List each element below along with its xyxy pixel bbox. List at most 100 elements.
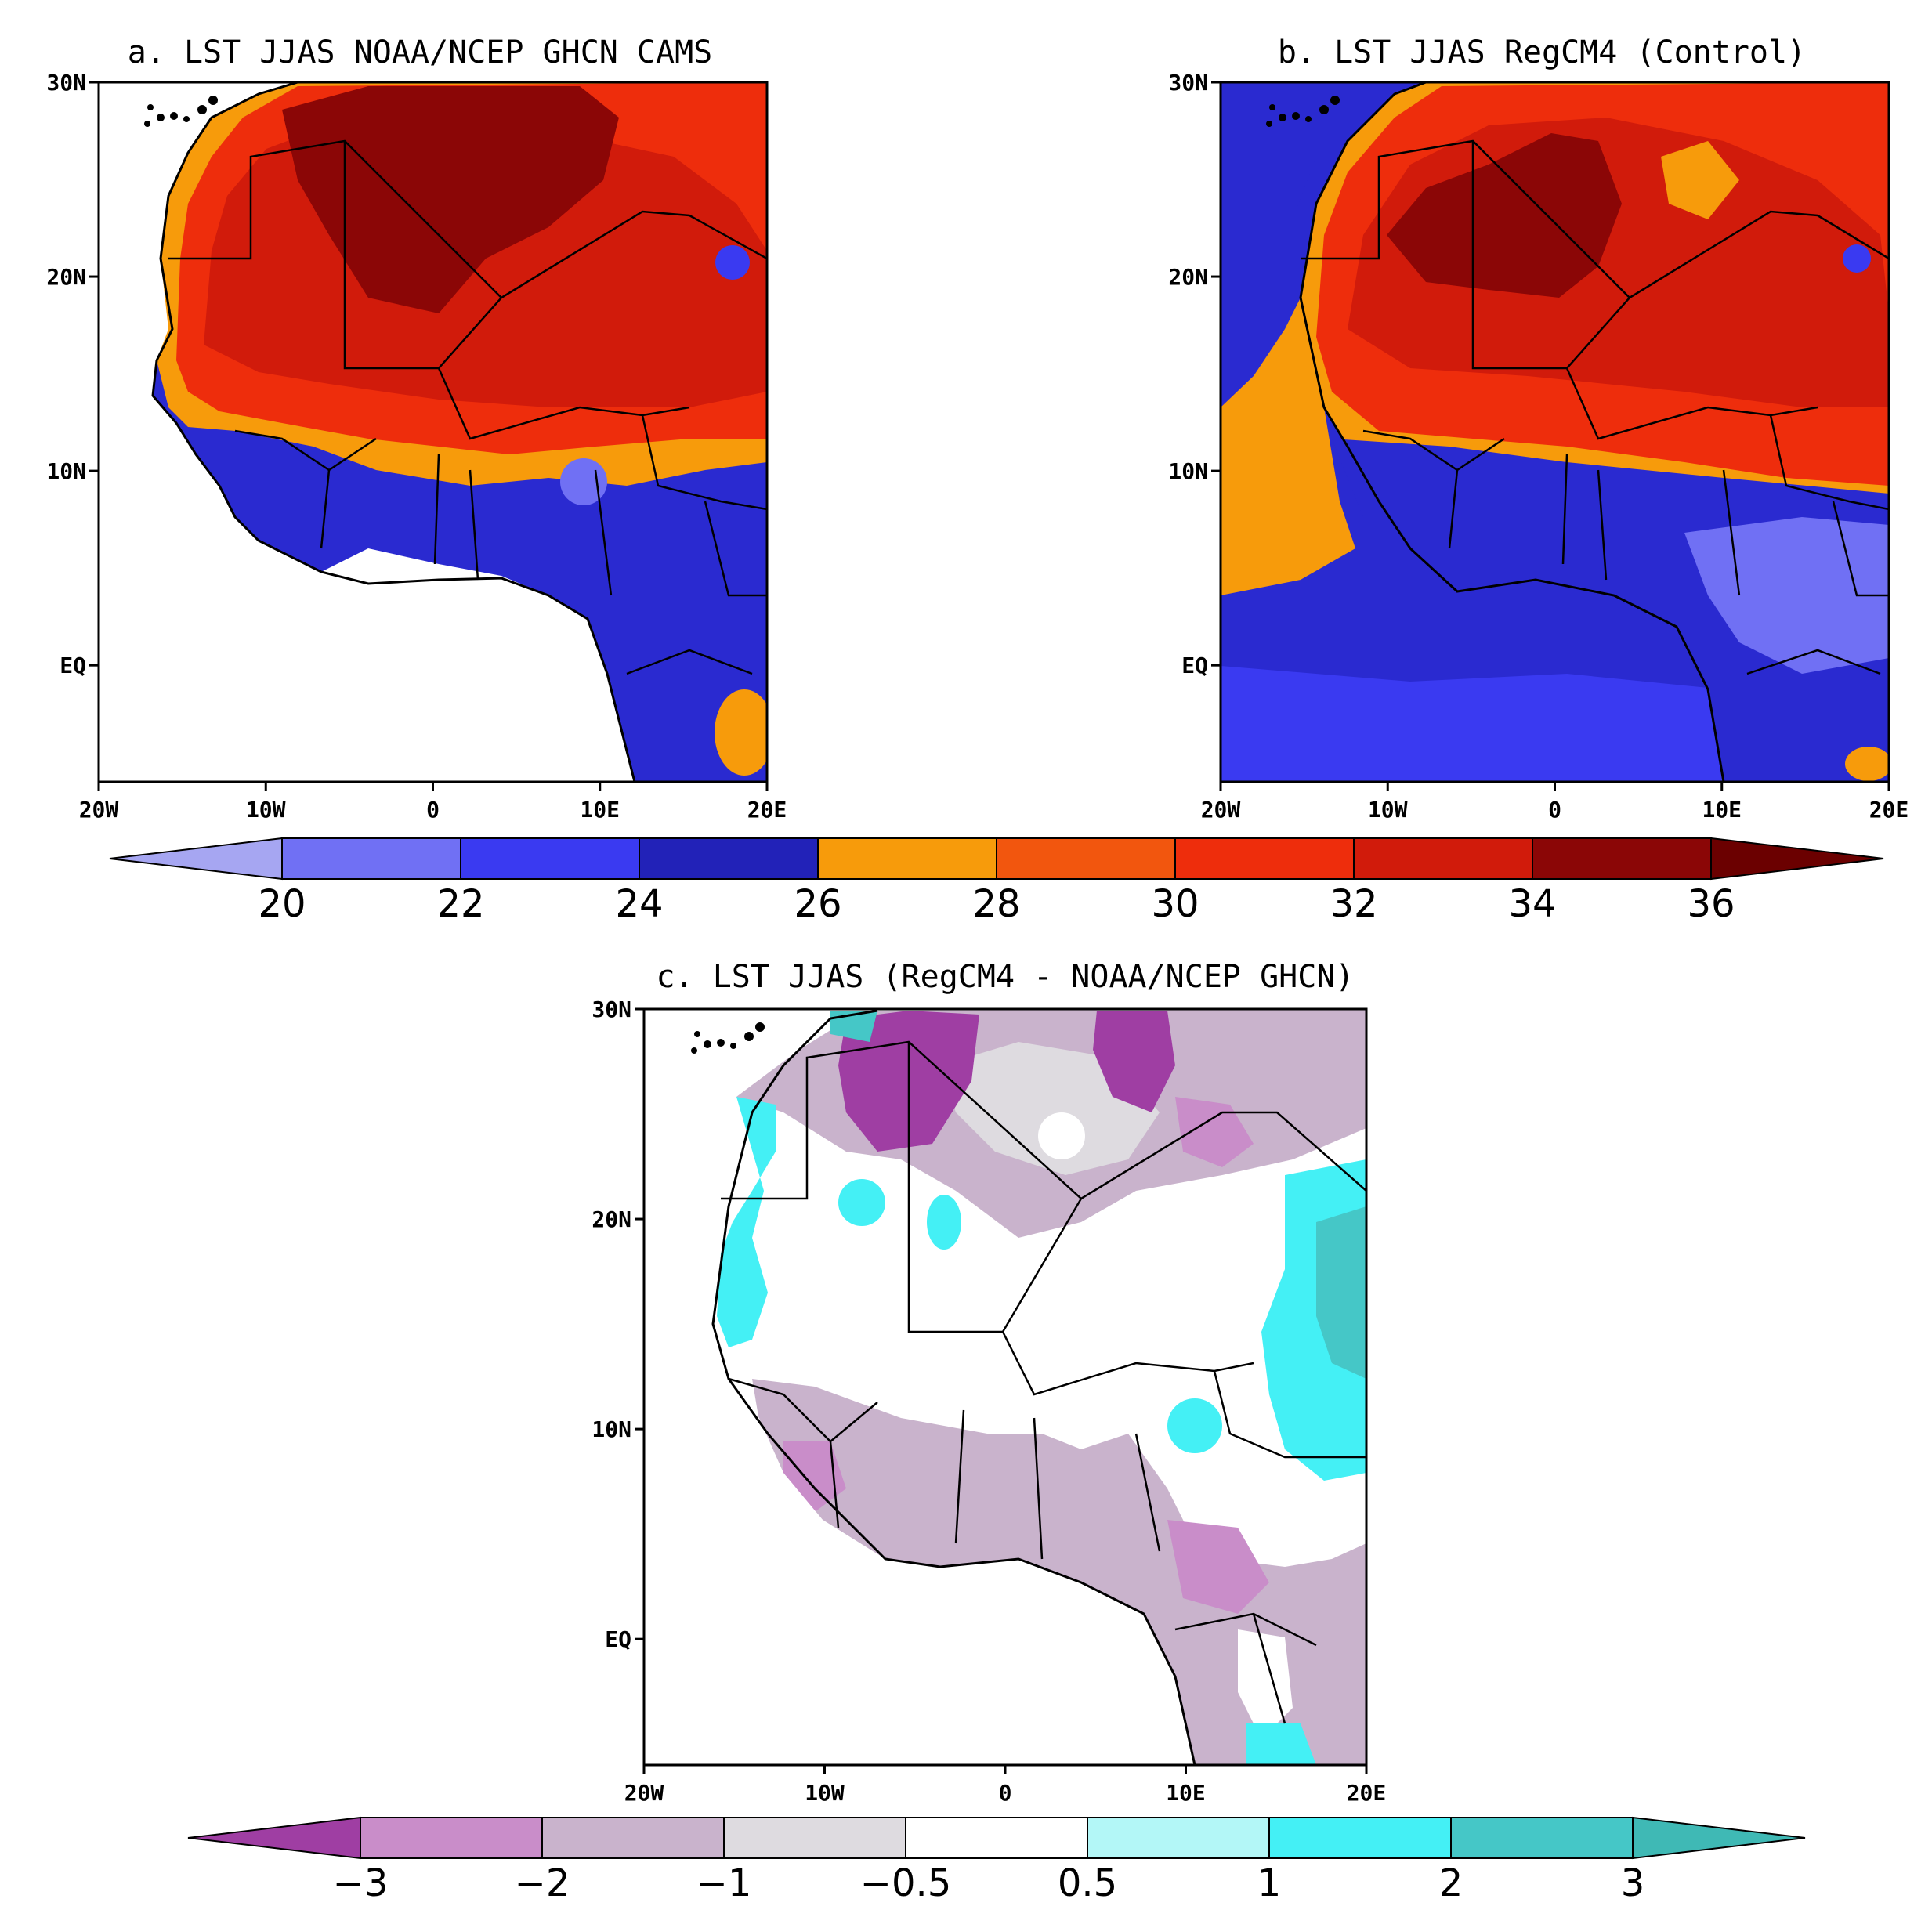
colorbar-difference: −3 −2 −1 −0.5 0.5 1 2 3 — [187, 1816, 1806, 1905]
colorbar-temperature-label: 20 — [258, 882, 306, 926]
colorbar-difference-label: −0.5 — [860, 1861, 952, 1905]
panel-a-cool-spot-east — [715, 245, 750, 280]
colorbar-temperature-label: 22 — [436, 882, 484, 926]
panel-c-xtick-label: 10W — [805, 1780, 845, 1806]
panel-a-axes: 20W 10W 0 10E 20E 30N 20N 10N EQ — [46, 70, 787, 823]
panel-b-maroon-core — [1387, 133, 1622, 298]
panel-b-cool-spot-east — [1843, 244, 1871, 273]
panel-c-coastline — [711, 1009, 1196, 1765]
panel-c-south-lavender — [752, 1379, 1366, 1765]
panel-c-purple-east — [1175, 1097, 1254, 1167]
colorbar-difference-label: 0.5 — [1058, 1861, 1117, 1905]
panel-b-xtick-label: 0 — [1548, 797, 1561, 823]
panel-b-cape-verde-islands — [1266, 96, 1340, 127]
panel-c-ytick-label: EQ — [605, 1626, 631, 1652]
panel-b-map — [1221, 82, 1889, 782]
panel-c-xtick-label: 10E — [1166, 1780, 1206, 1806]
panel-a-maroon-core — [282, 86, 619, 313]
colorbar-difference-label: −1 — [696, 1861, 752, 1905]
colorbar-difference-label: −2 — [515, 1861, 570, 1905]
panel-b-ytick-label: 30N — [1168, 70, 1208, 96]
colorbar-difference-label: 1 — [1257, 1861, 1282, 1905]
panel-b-model-lst: b. LST JJAS RegCM4 (Control) — [1168, 34, 1908, 823]
colorbar-temperature-label: 28 — [972, 882, 1020, 926]
colorbar-difference-high-arrow — [1632, 1816, 1806, 1860]
panel-c-xtick-label: 20E — [1347, 1780, 1387, 1806]
panel-b-xtick-label: 20E — [1869, 797, 1909, 823]
panel-b-xtick-label: 10E — [1702, 797, 1742, 823]
colorbar-temperature-low-arrow — [109, 837, 283, 881]
colorbar-temperature-swatch-6 — [1353, 837, 1533, 880]
panel-a-xtick-label: 10W — [246, 797, 286, 823]
panel-c-cyan-spot-2 — [927, 1195, 961, 1250]
panel-c-ytick-label: 20N — [592, 1206, 631, 1232]
panel-c-xtick-label: 0 — [999, 1780, 1012, 1806]
panel-b-borders — [1301, 139, 1889, 675]
panel-c-ocean — [644, 1402, 1195, 1765]
colorbar-temperature: 20 22 24 26 28 30 32 34 36 — [109, 837, 1884, 926]
panel-c-white-spot-north — [1038, 1112, 1085, 1159]
colorbar-difference-low-arrow — [187, 1816, 361, 1860]
panel-a-ytick-label: 20N — [46, 264, 86, 290]
panel-c-cyan-spot-center — [1167, 1398, 1222, 1453]
panel-a-observed-lst: a. LST JJAS NOAA/NCEP GHCN CAMS — [46, 34, 787, 823]
panel-c-teal-east — [1316, 1206, 1366, 1379]
panel-b-xtick-label: 10W — [1368, 797, 1408, 823]
panel-b-ytick-label: EQ — [1181, 653, 1208, 678]
colorbar-difference-swatch-6 — [1450, 1817, 1634, 1859]
colorbar-difference-label: 3 — [1621, 1861, 1645, 1905]
panel-c-map — [644, 1009, 1366, 1765]
panel-a-cool-spot-sahel — [560, 458, 607, 505]
panel-c-difference: c. LST JJAS (RegCM4 - NOAA/NCEP GHCN) — [592, 959, 1386, 1806]
colorbar-temperature-label: 34 — [1508, 882, 1556, 926]
panel-b-coastline — [1299, 82, 1725, 782]
colorbar-difference-swatch-1 — [541, 1817, 725, 1859]
colorbar-difference-swatch-5 — [1268, 1817, 1452, 1859]
panel-a-ocean — [99, 541, 623, 782]
panel-c-xtick-label: 20W — [624, 1780, 664, 1806]
panel-c-cyan-south — [1246, 1723, 1316, 1765]
colorbar-difference-swatch-2 — [723, 1817, 906, 1859]
colorbar-temperature-label: 36 — [1687, 882, 1735, 926]
panel-b-ytick-label: 10N — [1168, 458, 1208, 484]
panel-c-title: c. LST JJAS (RegCM4 - NOAA/NCEP GHCN) — [656, 959, 1354, 995]
colorbar-temperature-swatch-5 — [1174, 837, 1355, 880]
panel-c-axes: 20W 10W 0 10E 20E 30N 20N 10N EQ — [592, 996, 1386, 1806]
colorbar-temperature-high-arrow — [1710, 837, 1884, 881]
panel-a-xtick-label: 10E — [580, 797, 620, 823]
panel-a-xtick-label: 0 — [426, 797, 440, 823]
colorbar-temperature-swatch-1 — [460, 837, 640, 880]
panel-b-ocean-west-orange — [1221, 298, 1355, 595]
panel-b-xtick-label: 20W — [1201, 797, 1241, 823]
panel-c-cape-verde-islands — [691, 1022, 765, 1054]
panel-c-white-south — [1238, 1629, 1293, 1739]
panel-b-axes: 20W 10W 0 10E 20E 30N 20N 10N EQ — [1168, 70, 1908, 823]
panel-a-ytick-label: 30N — [46, 70, 86, 96]
panel-a-warm-spot-south — [715, 689, 767, 776]
colorbar-difference-label: 2 — [1439, 1861, 1463, 1905]
panel-a-ytick-label: 10N — [46, 458, 86, 484]
panel-c-cyan-spot-1 — [838, 1179, 885, 1226]
colorbar-difference-swatch-4 — [1087, 1817, 1270, 1859]
panel-a-xtick-label: 20E — [747, 797, 787, 823]
colorbar-temperature-swatch-4 — [996, 837, 1176, 880]
colorbar-difference-swatch-0 — [360, 1817, 543, 1859]
panel-a-coastline — [151, 82, 636, 782]
colorbar-temperature-label: 24 — [615, 882, 663, 926]
panel-c-purple-south-2 — [1167, 1520, 1269, 1614]
panel-c-ytick-label: 10N — [592, 1416, 631, 1442]
colorbar-temperature-swatch-3 — [817, 837, 997, 880]
panel-b-warm-spot-north — [1661, 141, 1739, 219]
panel-a-title: a. LST JJAS NOAA/NCEP GHCN CAMS — [128, 34, 713, 71]
panel-c-borders — [721, 1040, 1366, 1724]
colorbar-difference-label: −3 — [333, 1861, 389, 1905]
colorbar-temperature-label: 26 — [794, 882, 841, 926]
colorbar-temperature-swatch-2 — [639, 837, 819, 880]
colorbar-difference-swatch-3 — [905, 1817, 1088, 1859]
panel-b-warm-spot-south — [1845, 747, 1889, 781]
colorbar-temperature-label: 30 — [1151, 882, 1199, 926]
panel-c-purple-northeast — [1093, 1011, 1175, 1112]
colorbar-temperature-label: 32 — [1330, 882, 1377, 926]
panel-b-lighter-blue-central — [1684, 517, 1889, 674]
